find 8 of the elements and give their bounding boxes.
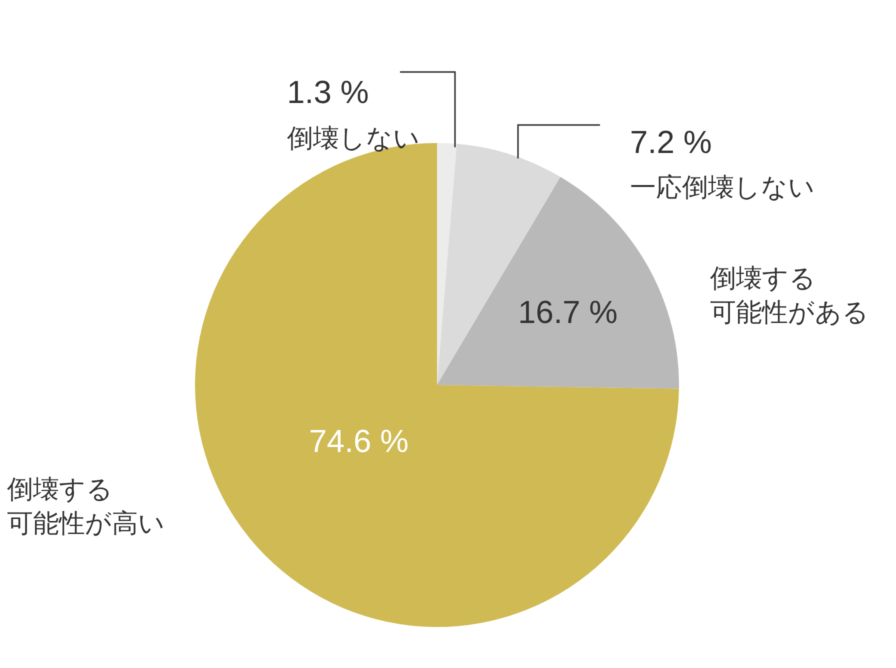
slice-label: 倒壊する可能性がある — [710, 263, 869, 327]
data-label: 74.6 % — [309, 423, 409, 459]
data-label: 7.2 % — [630, 124, 712, 160]
slice-label: 倒壊する可能性が高い — [7, 474, 165, 538]
slice-label: 倒壊しない — [287, 123, 420, 153]
data-label: 1.3 % — [287, 74, 369, 110]
slice-label: 一応倒壊しない — [630, 172, 815, 202]
data-label: 16.7 % — [518, 294, 618, 330]
